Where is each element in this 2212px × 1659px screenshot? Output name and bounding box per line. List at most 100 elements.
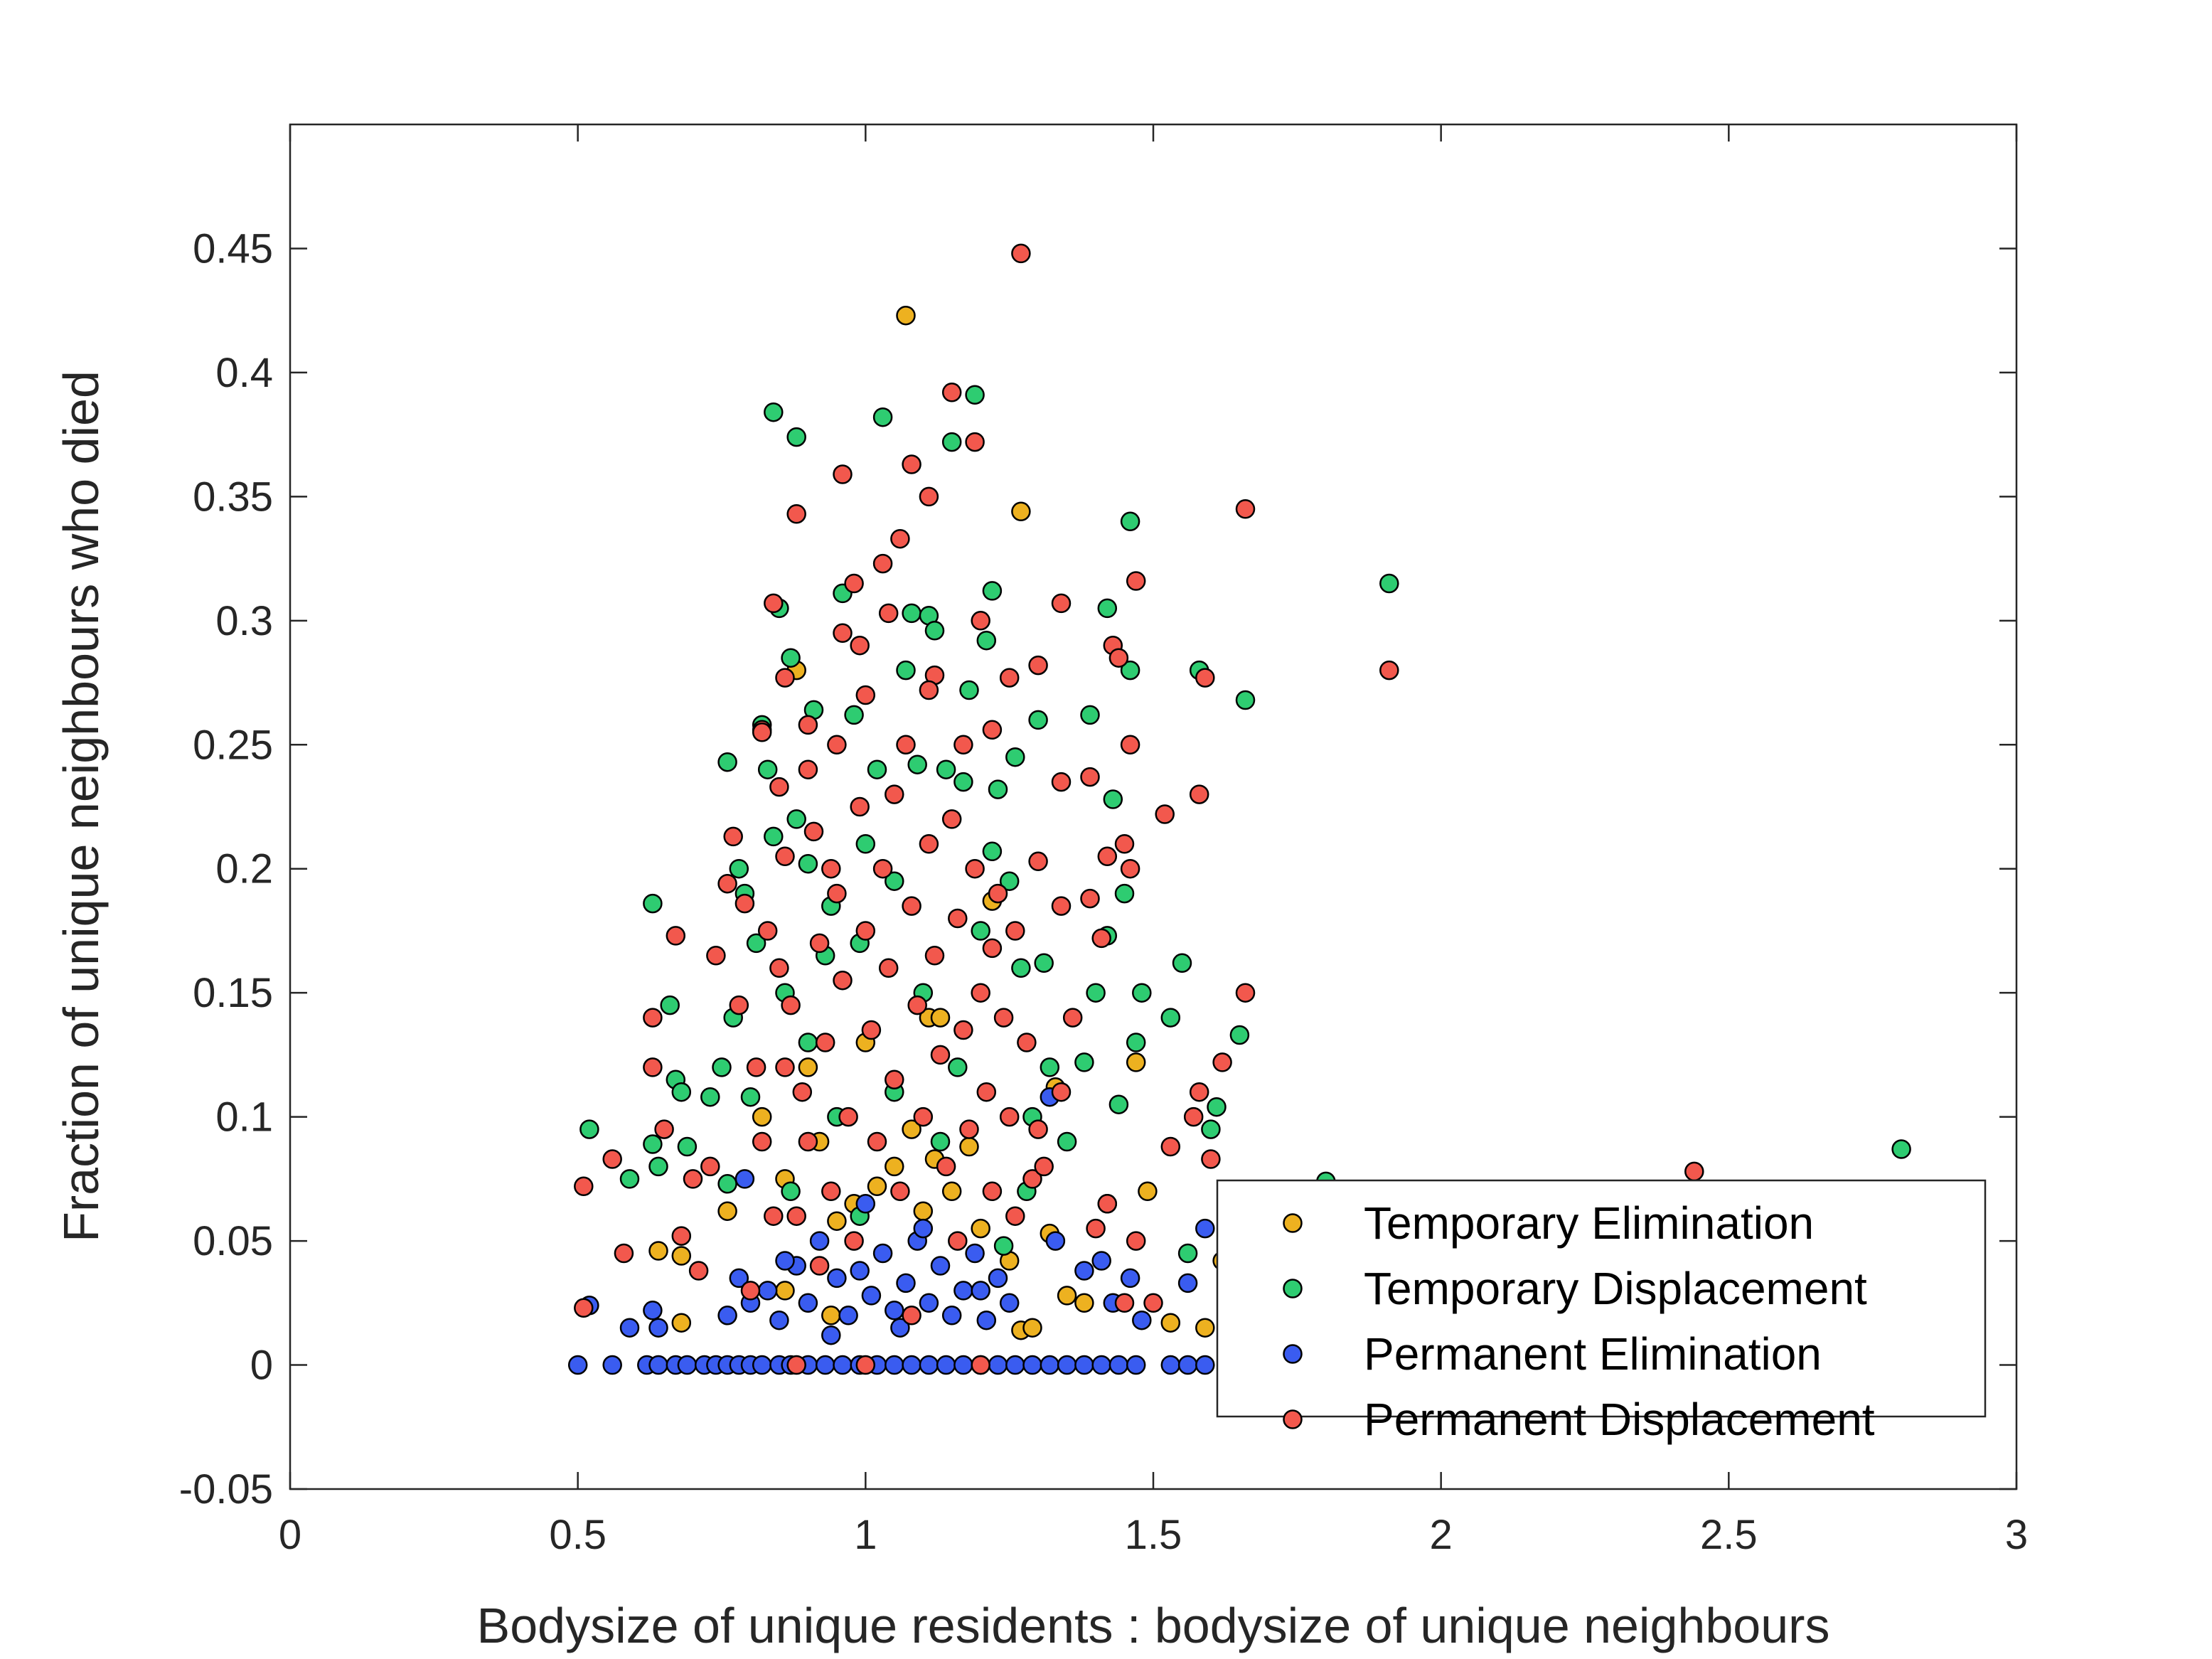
data-point bbox=[1126, 1231, 1146, 1251]
data-point bbox=[902, 1355, 921, 1375]
data-point bbox=[959, 1119, 979, 1139]
data-point bbox=[855, 1194, 876, 1214]
data-point bbox=[953, 1020, 973, 1040]
data-point bbox=[786, 427, 806, 447]
data-point bbox=[677, 1355, 698, 1375]
data-point bbox=[671, 1226, 692, 1246]
data-point bbox=[643, 1134, 663, 1154]
data-point bbox=[948, 1231, 968, 1251]
data-point bbox=[757, 921, 778, 941]
data-point bbox=[941, 1306, 962, 1325]
data-point bbox=[999, 1293, 1020, 1313]
data-point bbox=[764, 1206, 784, 1226]
y-tick-label: 0.4 bbox=[215, 350, 273, 396]
data-point bbox=[1126, 1052, 1146, 1072]
data-point bbox=[872, 553, 893, 574]
data-point bbox=[1074, 1293, 1094, 1313]
data-point bbox=[1120, 735, 1140, 755]
data-point bbox=[867, 1131, 887, 1152]
data-point bbox=[867, 759, 887, 779]
data-point bbox=[757, 759, 778, 779]
data-point bbox=[781, 1181, 801, 1202]
data-point bbox=[752, 1355, 772, 1375]
data-point bbox=[971, 1355, 990, 1375]
data-point bbox=[643, 1008, 663, 1028]
data-point bbox=[752, 722, 772, 742]
data-point bbox=[1195, 1318, 1215, 1338]
data-point bbox=[1235, 690, 1256, 710]
data-point bbox=[959, 1136, 979, 1157]
data-point bbox=[752, 1106, 772, 1127]
data-point bbox=[821, 1325, 841, 1345]
data-point bbox=[729, 1268, 749, 1289]
data-point bbox=[769, 777, 789, 797]
data-point bbox=[671, 1313, 692, 1333]
data-point bbox=[833, 464, 853, 484]
data-point bbox=[993, 1008, 1014, 1028]
data-point bbox=[809, 1256, 830, 1276]
data-point bbox=[1108, 1094, 1129, 1114]
data-point bbox=[648, 1318, 668, 1338]
data-point bbox=[1172, 953, 1192, 973]
data-point bbox=[717, 873, 737, 894]
legend-marker bbox=[1283, 1279, 1303, 1298]
data-point bbox=[1097, 598, 1118, 619]
data-point bbox=[671, 1246, 692, 1266]
data-point bbox=[815, 1355, 835, 1375]
data-point bbox=[1005, 747, 1025, 767]
data-point bbox=[602, 1355, 622, 1375]
data-point bbox=[1108, 648, 1129, 668]
data-point bbox=[827, 1268, 847, 1289]
data-point bbox=[907, 754, 927, 774]
data-point bbox=[988, 1268, 1008, 1289]
data-point bbox=[988, 1355, 1008, 1375]
data-point bbox=[1091, 928, 1111, 949]
data-point bbox=[953, 735, 973, 755]
data-point bbox=[1379, 660, 1399, 681]
data-point bbox=[757, 1281, 778, 1301]
data-point bbox=[781, 995, 801, 1015]
data-point bbox=[971, 1218, 990, 1239]
data-point bbox=[764, 593, 784, 614]
data-point bbox=[1155, 804, 1175, 824]
data-point bbox=[913, 1201, 934, 1221]
y-tick-label: 0.25 bbox=[193, 722, 273, 768]
data-point bbox=[844, 705, 864, 725]
data-point bbox=[976, 1310, 997, 1330]
data-point bbox=[706, 946, 726, 966]
data-point bbox=[1120, 660, 1140, 681]
data-point bbox=[844, 1231, 864, 1251]
data-point bbox=[1114, 883, 1135, 904]
data-point bbox=[786, 504, 806, 524]
data-point bbox=[786, 1206, 806, 1226]
data-point bbox=[885, 871, 904, 891]
data-point bbox=[643, 1301, 663, 1321]
data-point bbox=[1011, 501, 1031, 522]
data-point bbox=[896, 1273, 916, 1293]
data-point bbox=[821, 1306, 841, 1325]
data-point bbox=[1028, 655, 1048, 676]
data-point bbox=[619, 1318, 640, 1338]
data-point bbox=[999, 1106, 1020, 1127]
data-point bbox=[902, 1119, 921, 1139]
data-point bbox=[1160, 1355, 1181, 1375]
data-point bbox=[982, 1181, 1003, 1202]
data-point bbox=[574, 1176, 594, 1197]
data-point bbox=[648, 1355, 668, 1375]
data-point bbox=[855, 921, 876, 941]
data-point bbox=[965, 385, 985, 405]
data-point bbox=[614, 1243, 634, 1264]
data-point bbox=[1040, 1355, 1060, 1375]
data-point bbox=[838, 1106, 858, 1127]
legend-label: Temporary Elimination bbox=[1364, 1197, 1814, 1249]
data-point bbox=[896, 660, 916, 681]
data-point bbox=[602, 1149, 622, 1169]
legend-label: Permanent Displacement bbox=[1364, 1394, 1875, 1445]
data-point bbox=[953, 1355, 973, 1375]
data-point bbox=[982, 938, 1003, 959]
data-point bbox=[666, 926, 686, 946]
data-point bbox=[1207, 1097, 1227, 1117]
data-point bbox=[1108, 1355, 1129, 1375]
y-tick-label: -0.05 bbox=[179, 1466, 273, 1513]
data-point bbox=[700, 1156, 720, 1177]
